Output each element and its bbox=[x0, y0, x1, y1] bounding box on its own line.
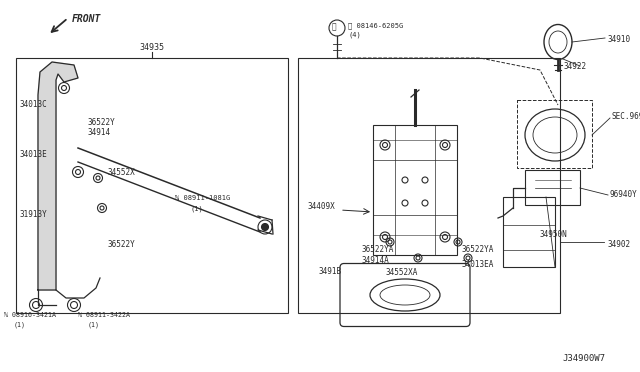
Text: 36522YA: 36522YA bbox=[362, 245, 394, 254]
Bar bbox=[298, 58, 560, 313]
Text: Ⓑ 08146-6205G: Ⓑ 08146-6205G bbox=[348, 22, 403, 29]
Text: ℕ 08916-3421A: ℕ 08916-3421A bbox=[4, 312, 56, 318]
Polygon shape bbox=[38, 62, 78, 290]
Text: J34900W7: J34900W7 bbox=[562, 354, 605, 363]
Text: (1): (1) bbox=[14, 322, 26, 328]
Text: ℕ 08911-3422A: ℕ 08911-3422A bbox=[78, 312, 130, 318]
Bar bbox=[525, 170, 580, 205]
Text: 34013E: 34013E bbox=[20, 150, 48, 159]
Text: (4): (4) bbox=[348, 32, 361, 38]
Text: 34013C: 34013C bbox=[20, 100, 48, 109]
Text: Ⓑ: Ⓑ bbox=[332, 22, 336, 32]
Text: 36522YA: 36522YA bbox=[462, 245, 494, 254]
Bar bbox=[517, 100, 592, 168]
Text: FRONT: FRONT bbox=[72, 14, 101, 24]
Text: 34552X: 34552X bbox=[108, 168, 136, 177]
Text: 34935: 34935 bbox=[140, 43, 164, 52]
Text: 34950N: 34950N bbox=[540, 230, 568, 239]
Text: 34409X: 34409X bbox=[308, 202, 336, 211]
Text: 36522Y: 36522Y bbox=[88, 118, 116, 127]
Text: 34914A: 34914A bbox=[362, 256, 390, 265]
Text: 36522Y: 36522Y bbox=[108, 240, 136, 249]
Text: (1): (1) bbox=[88, 322, 100, 328]
Text: ℕ 08911-1081G: ℕ 08911-1081G bbox=[175, 195, 230, 201]
Text: 34552XA: 34552XA bbox=[385, 268, 417, 277]
Text: 96940Y: 96940Y bbox=[610, 190, 637, 199]
Text: 31913Y: 31913Y bbox=[20, 210, 48, 219]
Text: 34902: 34902 bbox=[607, 240, 630, 249]
Text: 34013EA: 34013EA bbox=[462, 260, 494, 269]
Bar bbox=[373, 125, 457, 255]
Text: 3491B: 3491B bbox=[319, 267, 342, 276]
Text: 34910: 34910 bbox=[607, 35, 630, 44]
Bar bbox=[503, 197, 555, 267]
Bar bbox=[16, 58, 288, 313]
Text: 34914: 34914 bbox=[88, 128, 111, 137]
Text: 34922: 34922 bbox=[563, 62, 586, 71]
Circle shape bbox=[262, 224, 269, 231]
Text: (1): (1) bbox=[190, 205, 203, 212]
Text: SEC.969: SEC.969 bbox=[612, 112, 640, 121]
